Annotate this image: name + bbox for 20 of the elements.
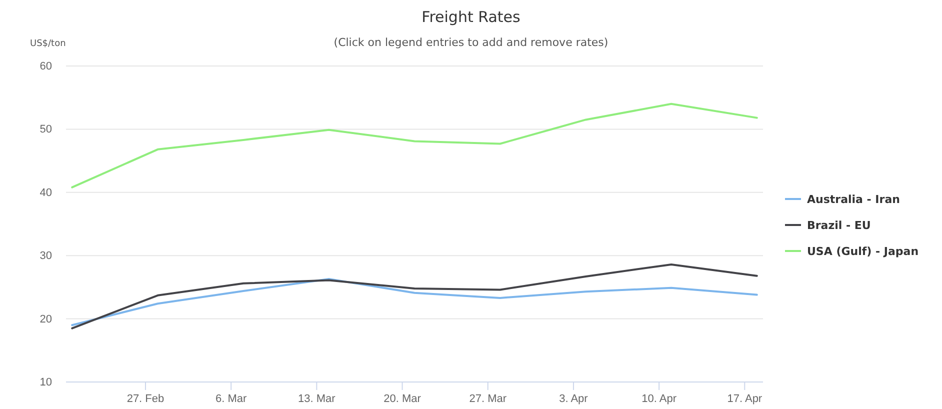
y-tick-label: 20 [40,313,52,326]
y-tick-label: 60 [40,60,52,73]
chart-title: Freight Rates [422,8,521,26]
y-tick-label: 40 [40,186,52,199]
x-tick-label: 17. Apr [727,392,762,405]
x-tick-label: 20. Mar [384,392,422,405]
x-tick-label: 6. Mar [215,392,247,405]
x-tick-label: 3. Apr [559,392,588,405]
y-tick-label: 30 [40,250,52,262]
y-axis-title: US$/ton [30,39,66,49]
x-tick-label: 27. Feb [126,392,164,405]
x-tick-label: 27. Mar [469,392,507,405]
chart-subtitle: (Click on legend entries to add and remove rates) [334,36,608,49]
x-tick-label: 10. Apr [642,392,677,405]
legend-label: Australia - Iran [807,193,900,206]
y-tick-label: 50 [40,124,52,136]
x-tick-label: 13. Mar [298,392,336,405]
y-tick-label: 10 [40,376,52,389]
legend-label: Brazil - EU [807,219,871,232]
legend-label: USA (Gulf) - Japan [807,245,919,258]
